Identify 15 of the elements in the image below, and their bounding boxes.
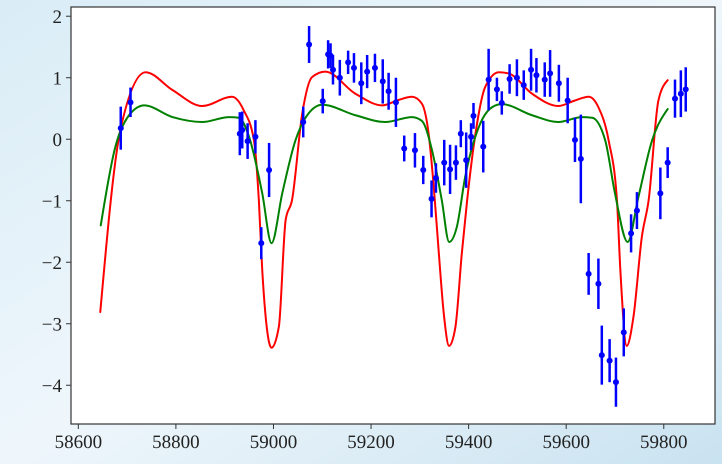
x-tick-label: 59200 bbox=[347, 432, 395, 453]
y-tick-label: −1 bbox=[42, 191, 62, 212]
y-tick-label: 0 bbox=[52, 130, 62, 151]
y-tick-label: 1 bbox=[52, 68, 62, 90]
x-tick-label: 59000 bbox=[250, 432, 298, 453]
y-tick-label: −2 bbox=[42, 252, 62, 274]
line-series bbox=[99, 70, 669, 349]
x-tick-label: 58800 bbox=[152, 432, 200, 453]
x-tick-label: 59400 bbox=[444, 432, 492, 453]
y-tick-label: −3 bbox=[42, 314, 62, 336]
x-tick-label: 58600 bbox=[54, 432, 102, 453]
y-tick-label: −4 bbox=[42, 376, 62, 397]
y-tick-label: 2 bbox=[52, 6, 62, 28]
x-tick-label: 59600 bbox=[542, 432, 590, 453]
x-tick-label: 59800 bbox=[640, 432, 688, 453]
